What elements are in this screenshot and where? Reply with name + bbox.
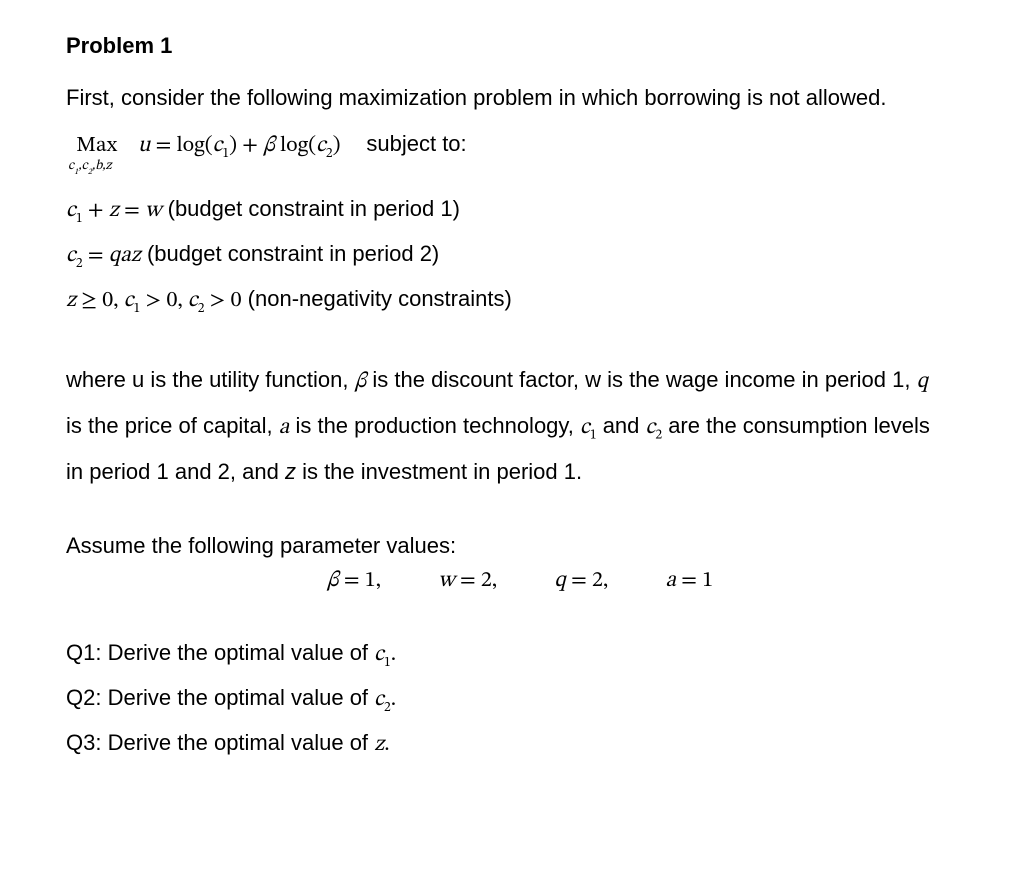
- param-beta: β = 1,: [327, 570, 381, 592]
- problem-heading: Problem 1: [66, 24, 944, 68]
- questions-block: Q1: Derive the optimal value of c1. Q2: …: [66, 633, 944, 765]
- constraint-3: z ≥ 0, c1 > 0, c2 > 0 (non-negativity co…: [66, 279, 944, 322]
- question-1: Q1: Derive the optimal value of c1.: [66, 633, 944, 676]
- constraint-1-expr: c1 + z = w: [66, 200, 162, 222]
- question-2: Q2: Derive the optimal value of c2.: [66, 678, 944, 721]
- constraint-2-expr: c2 = qaz: [66, 245, 141, 267]
- constraint-2-label: (budget constraint in period 2): [141, 241, 439, 266]
- subject-to-label: subject to:: [366, 131, 466, 156]
- choice-variables: c1,c2,b,z: [66, 159, 944, 177]
- constraint-3-expr: z ≥ 0, c1 > 0, c2 > 0: [66, 290, 242, 312]
- question-3: Q3: Derive the optimal value of z.: [66, 723, 944, 766]
- constraint-1-label: (budget constraint in period 1): [162, 196, 460, 221]
- param-a: a = 1: [665, 570, 713, 592]
- objective-expression: u = log(c1) + β log(c2): [138, 135, 341, 157]
- constraint-2: c2 = qaz (budget constraint in period 2): [66, 234, 944, 277]
- constraint-3-label: (non-negativity constraints): [242, 286, 512, 311]
- constraints-block: c1 + z = w (budget constraint in period …: [66, 189, 944, 322]
- variable-description: where u is the utility function, β is th…: [66, 358, 944, 494]
- max-label: Max: [66, 135, 117, 157]
- param-q: q = 2,: [554, 570, 608, 592]
- constraint-1: c1 + z = w (budget constraint in period …: [66, 189, 944, 232]
- parameter-values: β = 1, w = 2, q = 2, a = 1: [66, 564, 944, 599]
- params-intro: Assume the following parameter values:: [66, 524, 944, 568]
- param-w: w = 2,: [438, 570, 497, 592]
- objective-function: Max u = log(c1) + β log(c2) subject to: …: [66, 132, 944, 177]
- problem-page: Problem 1 First, consider the following …: [0, 0, 1024, 766]
- intro-paragraph: First, consider the following maximizati…: [66, 76, 944, 120]
